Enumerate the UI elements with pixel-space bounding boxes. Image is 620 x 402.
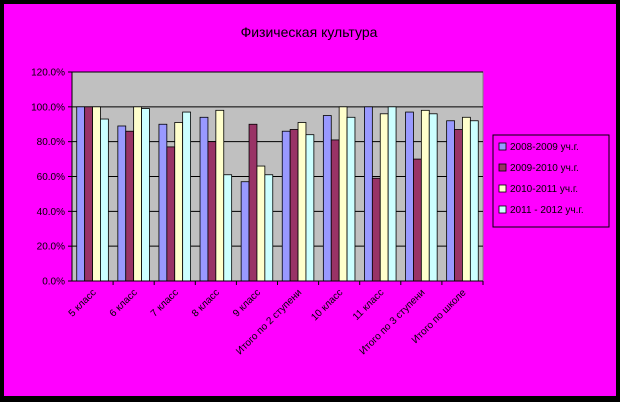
bar — [413, 158, 422, 282]
bar — [297, 122, 307, 282]
x-tick-label: 11 класс — [351, 287, 386, 322]
bar — [182, 111, 191, 282]
bar — [446, 120, 455, 282]
bars-layer — [76, 106, 479, 282]
bar — [405, 111, 414, 282]
bar — [248, 123, 258, 282]
chart-svg: Физическая культура 0.0% 20.0% 40.0% 60.0% 8… — [31, 24, 610, 357]
legend-swatch — [498, 184, 507, 193]
legend-swatch — [498, 163, 507, 172]
bar — [420, 109, 430, 282]
legend: 2008-2009 уч.г. 2009-2010 уч.г. 2010-2011 … — [492, 134, 610, 228]
bar — [454, 129, 463, 282]
bar — [264, 174, 274, 282]
legend-swatch — [498, 205, 507, 214]
y-tick-label: 20.0% — [37, 242, 65, 253]
y-tick-label: 0.0% — [42, 277, 65, 288]
bar — [166, 146, 176, 282]
legend-swatch — [498, 142, 507, 151]
legend-box — [492, 134, 610, 228]
bar — [199, 116, 209, 282]
x-tick-label: 5 класс — [67, 287, 99, 319]
x-tick-label: 6 класс — [108, 287, 140, 319]
legend-label: 2008-2009 уч.г. — [510, 142, 579, 153]
y-tick-label: 80.0% — [37, 137, 65, 148]
bar — [338, 106, 348, 282]
x-tick-label: 8 класс — [190, 287, 222, 319]
bar — [462, 116, 471, 282]
bar — [305, 134, 315, 282]
legend-label: 2010-2011 уч.г. — [510, 184, 578, 195]
x-tick-label: 9 класс — [231, 287, 263, 319]
x-tick-label: 7 класс — [149, 287, 181, 319]
bar — [133, 106, 142, 282]
bar — [330, 139, 340, 282]
y-tick-label: 60.0% — [37, 172, 65, 183]
bar — [174, 122, 184, 282]
bar — [92, 106, 101, 282]
bar — [207, 141, 217, 282]
bar — [322, 115, 332, 282]
x-tick-label: 10 класс — [309, 287, 345, 323]
bar — [469, 120, 479, 282]
bar — [158, 123, 168, 282]
bar — [289, 129, 299, 282]
bar — [428, 113, 438, 282]
bar — [223, 174, 233, 282]
bar — [240, 181, 250, 282]
bar — [379, 113, 389, 282]
bar — [346, 116, 356, 282]
chart-title: Физическая культура — [241, 24, 378, 40]
y-tick-label: 100.0% — [31, 102, 65, 113]
bar — [141, 108, 150, 282]
bar — [117, 125, 127, 282]
bar — [364, 106, 373, 282]
bar — [100, 118, 109, 282]
bar — [256, 165, 266, 282]
bar — [387, 106, 397, 282]
bar — [125, 130, 135, 282]
bar — [281, 130, 291, 282]
y-tick-label: 40.0% — [37, 207, 65, 218]
bar — [76, 106, 86, 282]
y-tick-label: 120.0% — [31, 68, 65, 79]
bar — [84, 106, 93, 282]
legend-label: 2009-2010 уч.г. — [510, 163, 579, 174]
bar — [215, 109, 225, 282]
bar — [371, 177, 381, 282]
legend-label: 2011 - 2012 уч.г. — [510, 205, 584, 216]
chart-frame: Физическая культура 0.0% 20.0% 40.0% 60.0% 8… — [2, 2, 618, 398]
